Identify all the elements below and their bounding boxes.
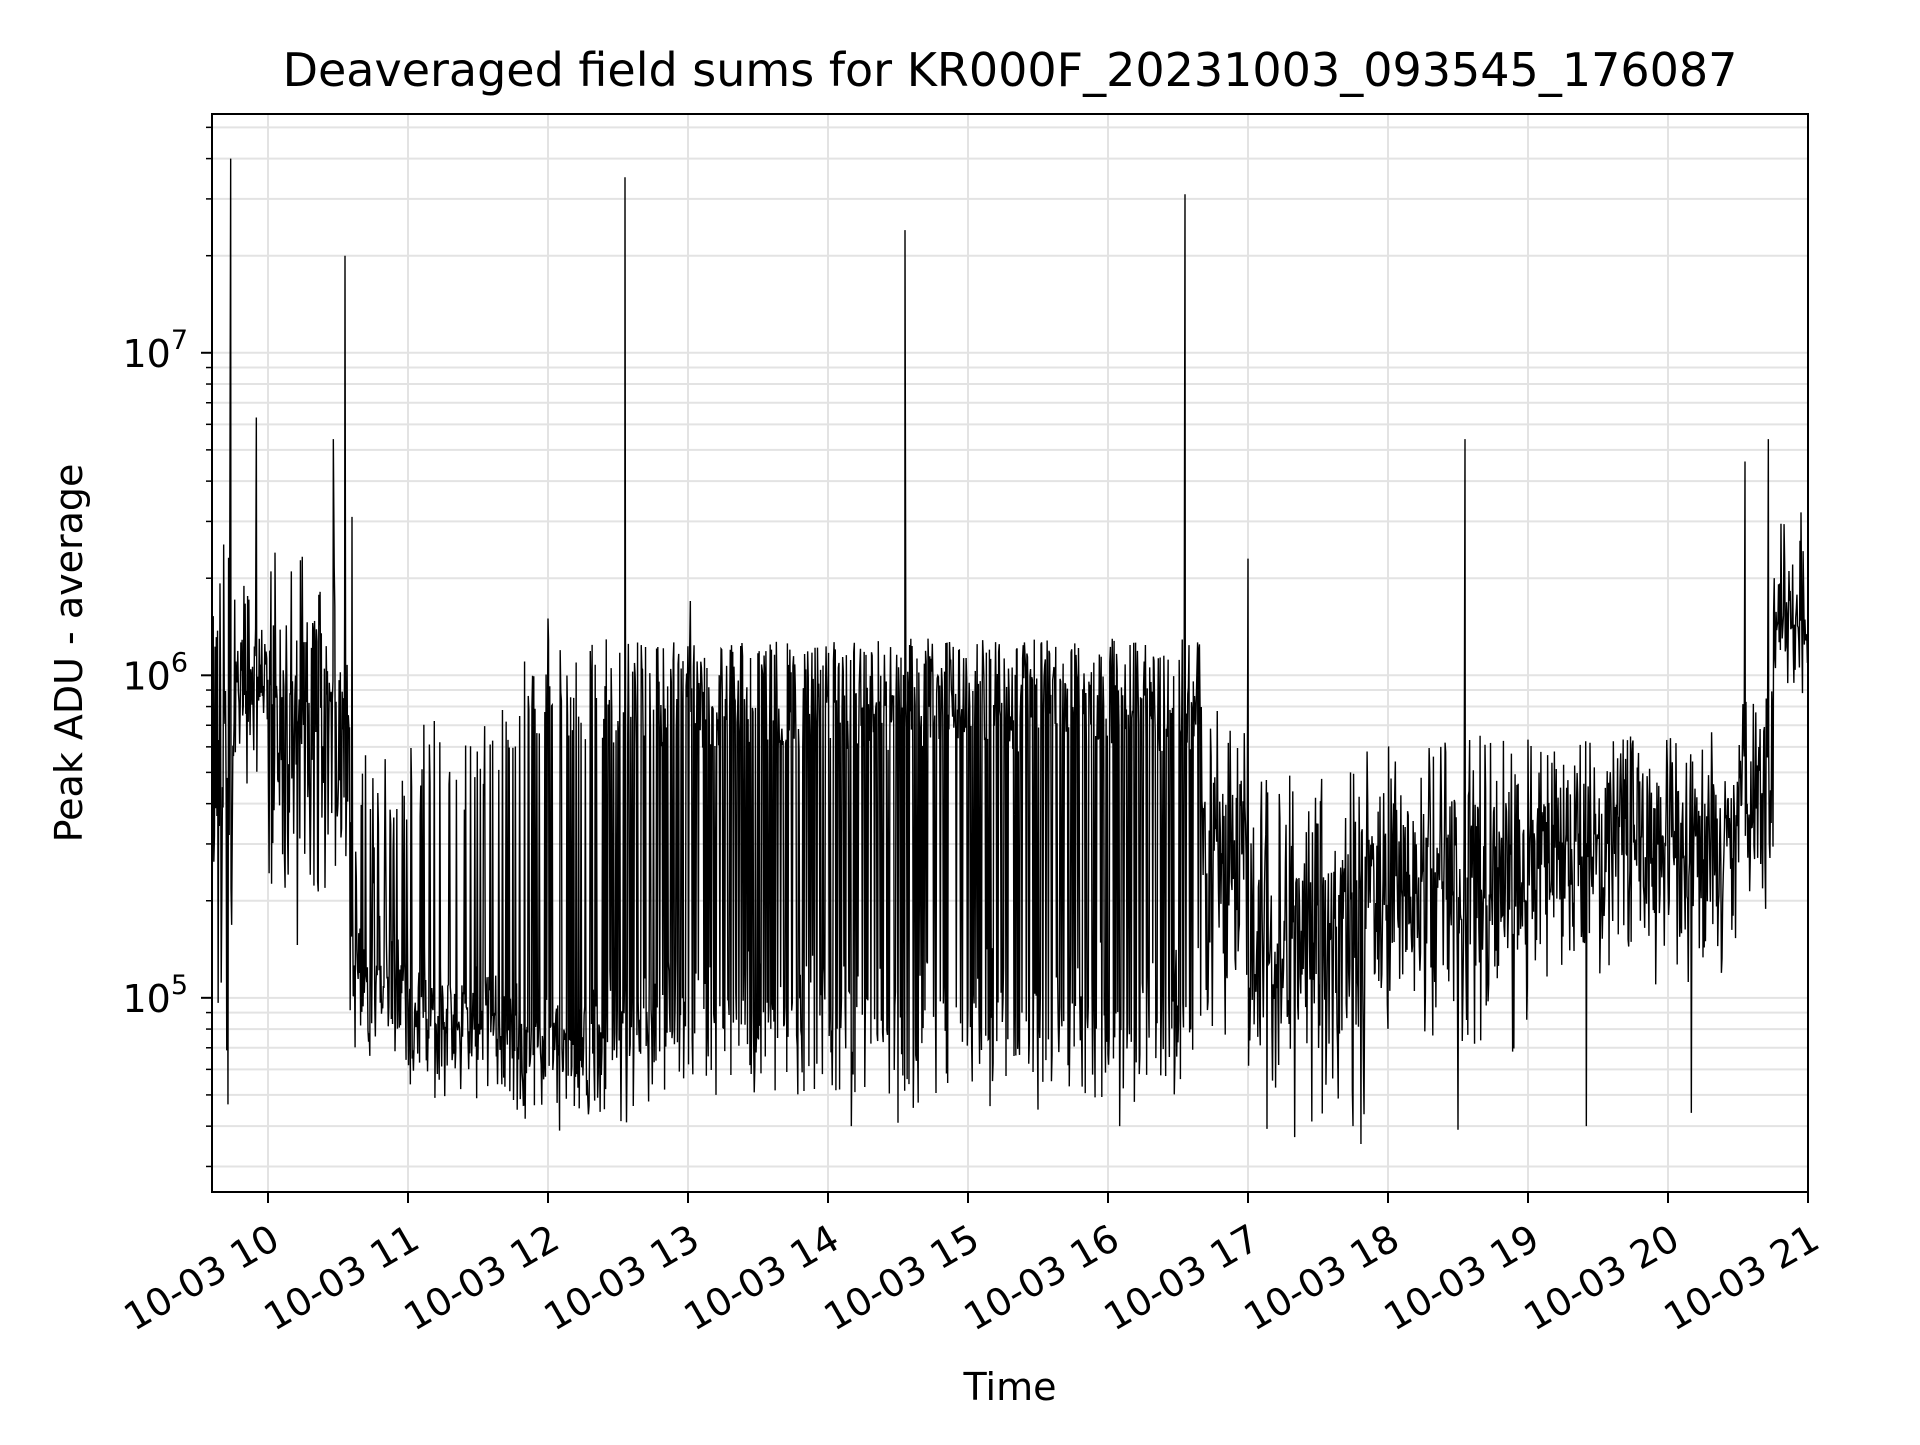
y-tick-base: 10	[122, 654, 170, 698]
data-series	[211, 158, 1809, 1144]
y-tick-label: 107	[122, 325, 188, 376]
y-tick-exponent: 7	[171, 325, 188, 356]
y-tick-base: 10	[122, 977, 170, 1021]
plot-frame	[211, 113, 1809, 1193]
x-axis-label: Time	[963, 1365, 1057, 1409]
series-line	[211, 158, 1809, 1144]
y-tick-base: 10	[122, 332, 170, 376]
chart-title: Deaveraged field sums for KR000F_2023100…	[283, 43, 1738, 97]
y-tick-label: 105	[122, 970, 188, 1021]
y-tick-label: 106	[122, 647, 188, 698]
grid-lines	[212, 114, 1809, 1192]
y-axis-label: Peak ADU - average	[47, 464, 91, 843]
y-tick-exponent: 5	[171, 970, 188, 1001]
y-tick-exponent: 6	[171, 647, 188, 678]
